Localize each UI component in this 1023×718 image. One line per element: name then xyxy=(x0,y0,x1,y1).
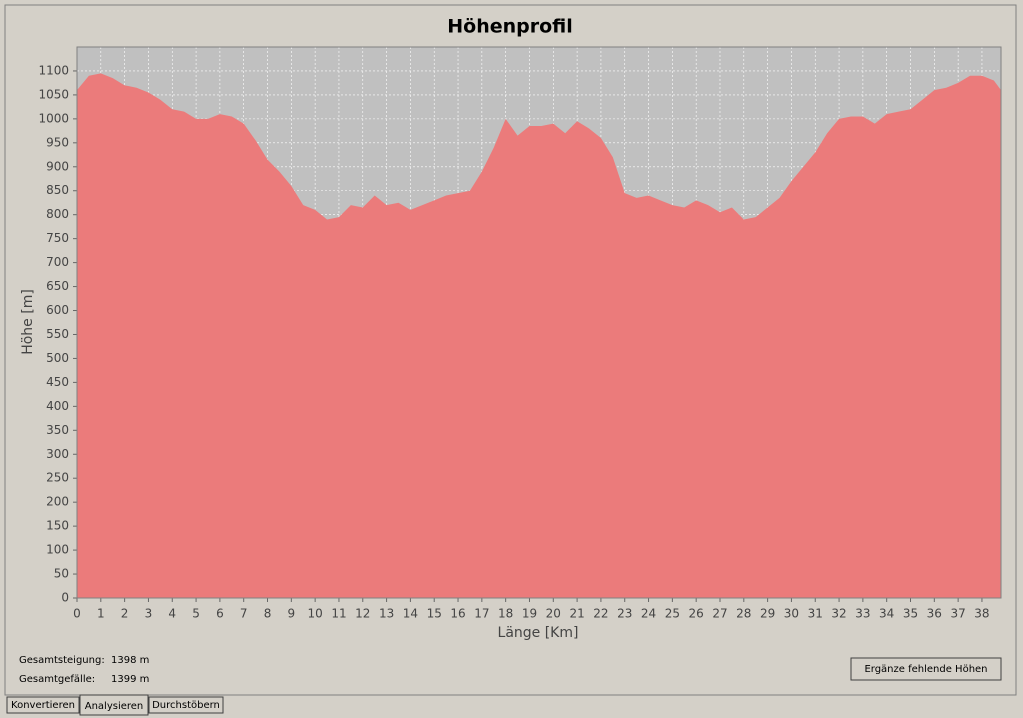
x-tick-label: 27 xyxy=(712,607,727,621)
y-tick-label: 950 xyxy=(46,135,69,149)
tab-label[interactable]: Analysieren xyxy=(85,701,144,712)
x-tick-label: 8 xyxy=(264,607,272,621)
tab[interactable] xyxy=(148,696,224,714)
x-tick-label: 10 xyxy=(308,607,323,621)
button-label[interactable]: Ergänze fehlende Höhen xyxy=(864,664,987,675)
y-tick-label: 350 xyxy=(46,423,69,437)
y-tick-label: 400 xyxy=(46,399,69,413)
y-axis-label: Höhe [m] xyxy=(20,289,36,355)
y-tick-label: 550 xyxy=(46,327,69,341)
button[interactable] xyxy=(850,657,1002,681)
x-tick-label: 2 xyxy=(121,607,129,621)
x-tick-label: 19 xyxy=(522,607,537,621)
y-tick-label: 700 xyxy=(46,255,69,269)
x-tick-label: 34 xyxy=(879,607,894,621)
x-tick-label: 38 xyxy=(974,607,989,621)
x-tick-label: 9 xyxy=(288,607,296,621)
stat-value: 1399 m xyxy=(111,674,149,685)
x-tick-label: 30 xyxy=(784,607,799,621)
y-tick-label: 1100 xyxy=(38,63,69,77)
stat-label: Gesamtsteigung: xyxy=(19,655,105,666)
y-tick-label: 500 xyxy=(46,351,69,365)
x-tick-label: 13 xyxy=(379,607,394,621)
x-tick-label: 12 xyxy=(355,607,370,621)
tab-label[interactable]: Durchstöbern xyxy=(152,700,220,711)
y-tick-label: 850 xyxy=(46,183,69,197)
y-tick-label: 150 xyxy=(46,519,69,533)
x-tick-label: 14 xyxy=(403,607,418,621)
y-tick-label: 450 xyxy=(46,375,69,389)
x-tick-label: 1 xyxy=(97,607,105,621)
x-axis-label: Länge [Km] xyxy=(498,625,579,641)
x-tick-label: 18 xyxy=(498,607,513,621)
stat-value: 1398 m xyxy=(111,655,149,666)
tab-bar: Konvertieren Analysieren Durchstöbern xyxy=(6,694,224,716)
y-tick-label: 300 xyxy=(46,447,69,461)
x-tick-label: 22 xyxy=(593,607,608,621)
x-tick-label: 32 xyxy=(831,607,846,621)
x-tick-label: 28 xyxy=(736,607,751,621)
chart-title: Höhenprofil xyxy=(447,16,573,38)
x-tick-label: 7 xyxy=(240,607,248,621)
x-tick-label: 35 xyxy=(903,607,918,621)
y-tick-label: 600 xyxy=(46,303,69,317)
stat-label: Gesamtgefälle: xyxy=(19,674,95,685)
x-tick-label: 25 xyxy=(665,607,680,621)
y-tick-label: 0 xyxy=(61,591,69,605)
x-tick-label: 33 xyxy=(855,607,870,621)
x-tick-label: 23 xyxy=(617,607,632,621)
elevation-area xyxy=(77,73,1001,598)
x-tick-label: 24 xyxy=(641,607,656,621)
x-tick-label: 6 xyxy=(216,607,224,621)
plot-border xyxy=(76,46,1002,599)
x-tick-label: 4 xyxy=(168,607,176,621)
y-tick-label: 800 xyxy=(46,207,69,221)
x-tick-label: 3 xyxy=(145,607,153,621)
y-tick-label: 750 xyxy=(46,231,69,245)
x-tick-label: 31 xyxy=(808,607,823,621)
y-tick-label: 650 xyxy=(46,279,69,293)
x-tick-label: 26 xyxy=(689,607,704,621)
tab[interactable] xyxy=(6,696,80,714)
x-tick-label: 37 xyxy=(950,607,965,621)
y-tick-label: 1050 xyxy=(38,87,69,101)
x-tick-label: 36 xyxy=(927,607,942,621)
x-tick-label: 20 xyxy=(546,607,561,621)
tab[interactable] xyxy=(79,694,149,716)
x-tick-label: 15 xyxy=(427,607,442,621)
x-tick-label: 21 xyxy=(569,607,584,621)
y-tick-label: 900 xyxy=(46,159,69,173)
y-tick-label: 200 xyxy=(46,495,69,509)
x-tick-label: 5 xyxy=(192,607,200,621)
y-tick-label: 1000 xyxy=(38,111,69,125)
x-tick-label: 29 xyxy=(760,607,775,621)
x-tick-label: 17 xyxy=(474,607,489,621)
tab-label[interactable]: Konvertieren xyxy=(11,700,75,711)
x-tick-label: 16 xyxy=(450,607,465,621)
y-tick-label: 250 xyxy=(46,471,69,485)
y-tick-label: 50 xyxy=(54,567,69,581)
y-tick-label: 100 xyxy=(46,543,69,557)
x-tick-label: 11 xyxy=(331,607,346,621)
x-tick-label: 0 xyxy=(73,607,81,621)
